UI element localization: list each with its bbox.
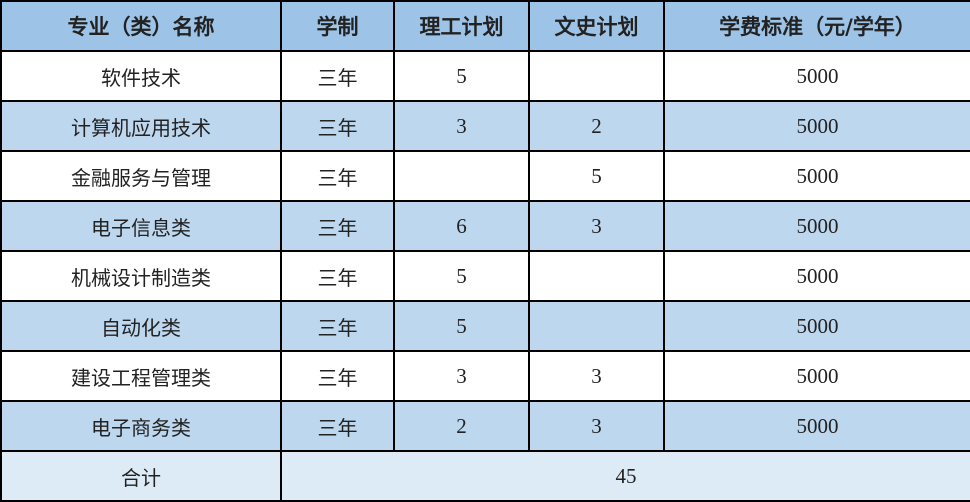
table-row: 机械设计制造类 三年 5 5000 [0, 250, 970, 302]
cell-duration: 三年 [280, 100, 395, 152]
table-row: 计算机应用技术 三年 3 2 5000 [0, 100, 970, 152]
table-row: 自动化类 三年 5 5000 [0, 300, 970, 352]
cell-tuition: 5000 [663, 300, 970, 352]
cell-duration: 三年 [280, 150, 395, 202]
total-value: 45 [280, 450, 970, 502]
cell-major: 建设工程管理类 [0, 350, 282, 402]
cell-arts-plan [528, 250, 665, 302]
cell-arts-plan [528, 300, 665, 352]
header-arts-plan: 文史计划 [528, 0, 665, 52]
cell-duration: 三年 [280, 200, 395, 252]
total-row: 合计 45 [0, 450, 970, 502]
cell-duration: 三年 [280, 300, 395, 352]
cell-science-plan: 5 [393, 300, 530, 352]
cell-tuition: 5000 [663, 150, 970, 202]
cell-arts-plan: 3 [528, 200, 665, 252]
total-label: 合计 [0, 450, 282, 502]
cell-duration: 三年 [280, 400, 395, 452]
cell-major: 软件技术 [0, 50, 282, 102]
cell-major: 计算机应用技术 [0, 100, 282, 152]
cell-duration: 三年 [280, 250, 395, 302]
cell-science-plan: 2 [393, 400, 530, 452]
cell-tuition: 5000 [663, 100, 970, 152]
header-major: 专业（类）名称 [0, 0, 282, 52]
cell-major: 电子商务类 [0, 400, 282, 452]
cell-science-plan: 3 [393, 100, 530, 152]
cell-science-plan: 5 [393, 50, 530, 102]
cell-tuition: 5000 [663, 50, 970, 102]
table-row: 软件技术 三年 5 5000 [0, 50, 970, 102]
cell-tuition: 5000 [663, 350, 970, 402]
cell-science-plan: 3 [393, 350, 530, 402]
cell-major: 自动化类 [0, 300, 282, 352]
table-row: 建设工程管理类 三年 3 3 5000 [0, 350, 970, 402]
cell-arts-plan [528, 50, 665, 102]
cell-major: 金融服务与管理 [0, 150, 282, 202]
cell-major: 电子信息类 [0, 200, 282, 252]
cell-science-plan: 6 [393, 200, 530, 252]
cell-tuition: 5000 [663, 400, 970, 452]
cell-arts-plan: 2 [528, 100, 665, 152]
header-tuition: 学费标准（元/学年） [663, 0, 970, 52]
cell-tuition: 5000 [663, 250, 970, 302]
cell-arts-plan: 3 [528, 350, 665, 402]
cell-arts-plan: 5 [528, 150, 665, 202]
header-row: 专业（类）名称 学制 理工计划 文史计划 学费标准（元/学年） [0, 0, 970, 52]
cell-tuition: 5000 [663, 200, 970, 252]
cell-duration: 三年 [280, 350, 395, 402]
cell-arts-plan: 3 [528, 400, 665, 452]
cell-duration: 三年 [280, 50, 395, 102]
table-row: 金融服务与管理 三年 5 5000 [0, 150, 970, 202]
table-row: 电子信息类 三年 6 3 5000 [0, 200, 970, 252]
cell-science-plan [393, 150, 530, 202]
cell-science-plan: 5 [393, 250, 530, 302]
table-row: 电子商务类 三年 2 3 5000 [0, 400, 970, 452]
cell-major: 机械设计制造类 [0, 250, 282, 302]
header-science-plan: 理工计划 [393, 0, 530, 52]
header-duration: 学制 [280, 0, 395, 52]
